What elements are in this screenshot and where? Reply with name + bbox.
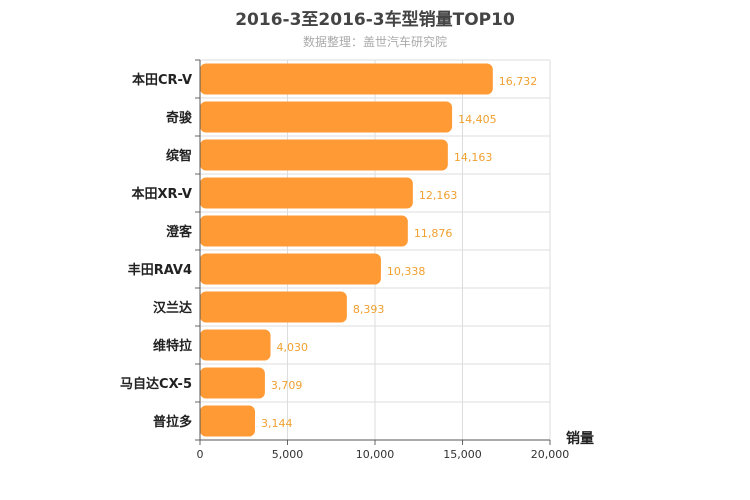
x-tick-label: 15,000 xyxy=(443,448,482,461)
bar xyxy=(200,139,448,171)
value-label: 8,393 xyxy=(353,303,385,316)
category-label: 缤智 xyxy=(166,148,192,164)
bar xyxy=(200,291,347,323)
category-label: 马自达CX-5 xyxy=(120,376,192,392)
value-label: 14,163 xyxy=(454,151,493,164)
value-label: 3,709 xyxy=(271,379,303,392)
value-label: 3,144 xyxy=(261,417,293,430)
chart-subtitle: 数据整理：盖世汽车研究院 xyxy=(302,35,447,49)
category-label: 维特拉 xyxy=(153,338,192,354)
category-label: 澄客 xyxy=(166,224,193,240)
bar xyxy=(200,177,413,209)
bar xyxy=(200,63,493,95)
chart-title: 2016-3至2016-3车型销量TOP10 xyxy=(235,10,515,30)
bar xyxy=(200,329,271,361)
value-label: 14,405 xyxy=(458,113,497,126)
bar xyxy=(200,101,453,133)
x-tick-label: 10,000 xyxy=(356,448,395,461)
value-label: 12,163 xyxy=(419,189,458,202)
value-label: 16,732 xyxy=(499,75,538,88)
category-label: 本田CR-V xyxy=(132,72,192,88)
x-axis-title: 销量 xyxy=(566,430,594,447)
x-tick-label: 5,000 xyxy=(272,448,304,461)
x-tick-label: 20,000 xyxy=(531,448,570,461)
grid-layer xyxy=(199,59,551,441)
x-tick-label: 0 xyxy=(197,448,204,461)
category-label: 丰田RAV4 xyxy=(128,262,192,278)
bar xyxy=(200,367,265,399)
value-label: 11,876 xyxy=(414,227,453,240)
category-label: 普拉多 xyxy=(153,414,192,430)
value-label: 10,338 xyxy=(387,265,426,278)
category-label: 汉兰达 xyxy=(153,300,192,316)
value-label: 4,030 xyxy=(277,341,309,354)
bar xyxy=(200,405,256,437)
bar xyxy=(200,253,381,285)
bars-layer: 16,732 14,405 14,163 12,163 11,876 10,338 8,39… xyxy=(200,63,538,437)
category-label: 本田XR-V xyxy=(131,186,192,202)
bar xyxy=(200,215,408,247)
axes-layer: 0 5,000 10,000 15,000 20,000 本田CR-V 奇骏缤智本田XR-V… xyxy=(120,59,570,461)
category-label: 奇骏 xyxy=(166,110,193,126)
